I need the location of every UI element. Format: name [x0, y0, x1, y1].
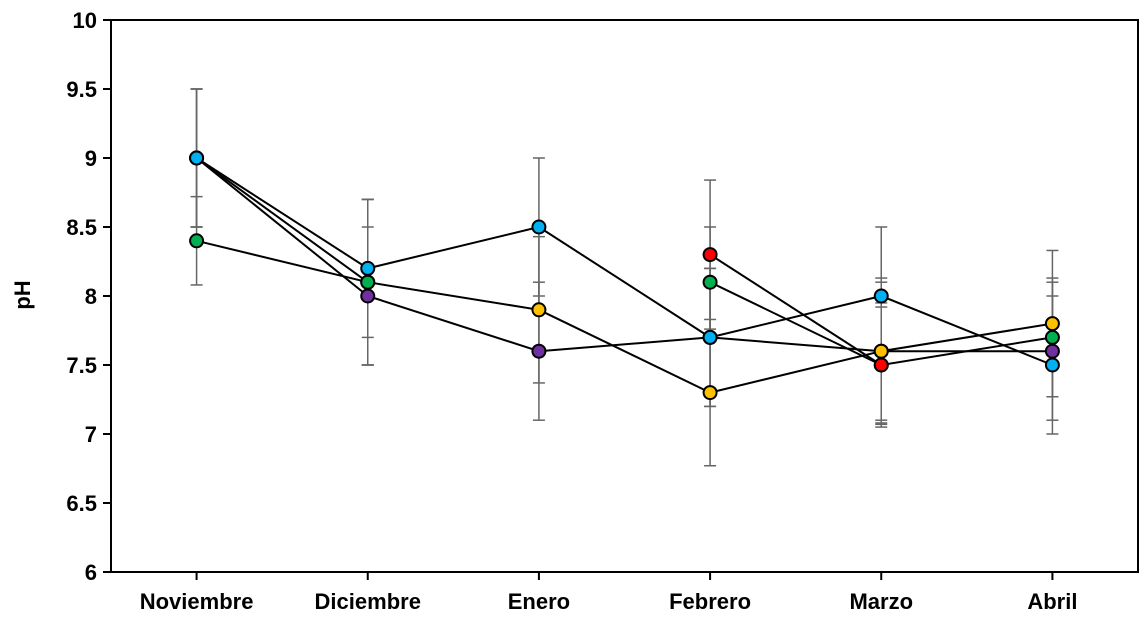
series-line-segment	[367, 295, 540, 353]
data-point	[360, 288, 376, 304]
y-tick-label: 6	[85, 560, 97, 585]
data-point	[702, 385, 718, 401]
data-point	[531, 343, 547, 359]
y-tick-label: 7	[85, 422, 97, 447]
series-line-segment	[367, 281, 540, 311]
series-line-segment	[881, 336, 1053, 366]
series-line-segment	[196, 239, 368, 284]
y-tick-label: 10	[73, 8, 97, 33]
series-line-segment	[538, 336, 711, 353]
data-point	[702, 274, 718, 290]
y-tick-label: 6.5	[66, 491, 97, 516]
x-axis-ticks: Noviembre Diciembre Enero Febrero Marzo Abril	[140, 572, 1077, 614]
plot-area-border	[110, 19, 1139, 573]
x-tick-label: Abril	[1027, 589, 1077, 614]
data-point	[873, 343, 889, 359]
data-point	[1044, 343, 1060, 359]
series-line-segment	[538, 308, 711, 394]
y-tick-label: 8.5	[66, 215, 97, 240]
series-line-segment	[710, 336, 882, 353]
series-lines	[195, 157, 1053, 394]
data-point	[531, 219, 547, 235]
data-point	[360, 260, 376, 276]
series-line-segment	[709, 281, 882, 366]
y-axis-ticks: 6 6.5 7 7.5 8 8.5 9 9.5 10	[66, 8, 111, 585]
y-axis-title: pH	[10, 280, 35, 309]
series-line-segment	[881, 322, 1053, 353]
series-line-segment	[195, 157, 369, 297]
series-line-segment	[709, 253, 882, 366]
series-line-segment	[880, 295, 1053, 366]
data-point	[531, 302, 547, 318]
data-point	[702, 329, 718, 345]
series-line-segment	[538, 226, 711, 339]
series-line-segment	[367, 226, 540, 270]
y-tick-label: 9.5	[66, 77, 97, 102]
data-point	[873, 357, 889, 373]
data-point	[873, 288, 889, 304]
y-tick-label: 9	[85, 146, 97, 171]
data-point	[1044, 316, 1060, 332]
data-points	[189, 150, 1060, 401]
y-tick-label: 7.5	[66, 353, 97, 378]
y-tick-label: 8	[85, 284, 97, 309]
x-tick-label: Enero	[508, 589, 570, 614]
data-point	[702, 247, 718, 263]
x-tick-label: Diciembre	[315, 589, 421, 614]
error-bars	[190, 88, 1059, 467]
axes	[110, 19, 1139, 573]
data-point	[1044, 357, 1060, 373]
x-tick-label: Febrero	[669, 589, 751, 614]
x-tick-label: Noviembre	[140, 589, 254, 614]
data-point	[1044, 329, 1060, 345]
data-point	[360, 274, 376, 290]
series-line-segment	[195, 157, 369, 284]
series-line-segment	[196, 157, 369, 270]
series-line-segment	[709, 295, 882, 339]
data-point	[189, 233, 205, 249]
x-tick-label: Marzo	[849, 589, 913, 614]
series-line-segment	[709, 350, 882, 394]
data-point	[189, 150, 205, 166]
